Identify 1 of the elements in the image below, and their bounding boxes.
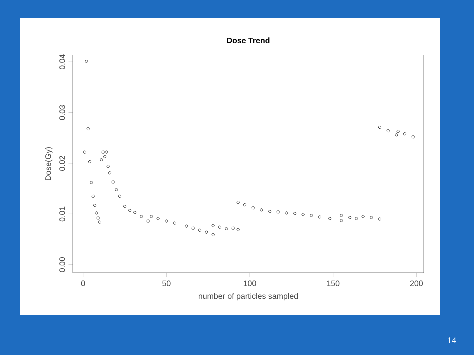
text: 14 xyxy=(448,338,456,344)
